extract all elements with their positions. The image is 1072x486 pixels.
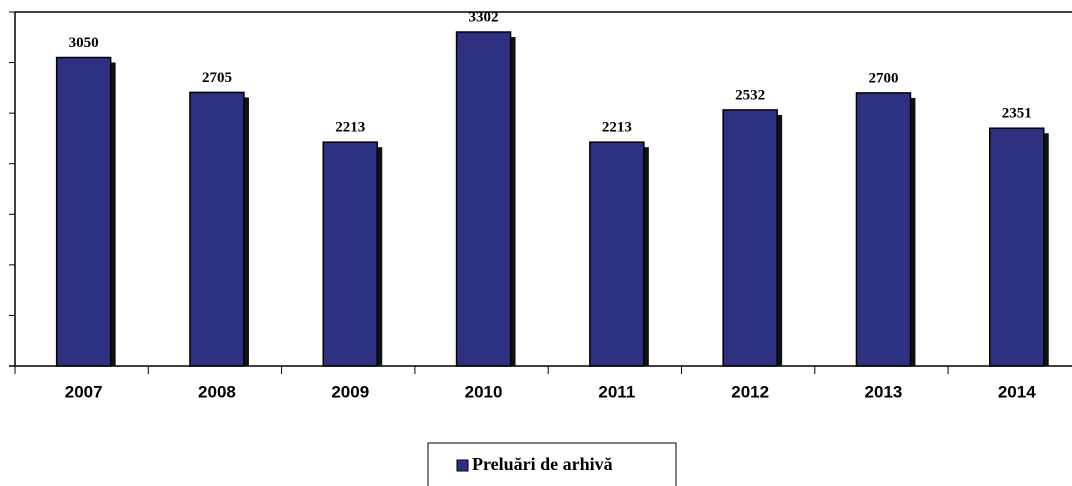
- bar: [322, 141, 378, 367]
- x-tick-label: 2014: [998, 382, 1036, 401]
- value-label: 2213: [602, 120, 632, 136]
- value-label: 2213: [335, 120, 365, 136]
- x-tick-label: 2013: [865, 382, 903, 401]
- legend-box: [427, 442, 677, 486]
- bar: [189, 91, 245, 367]
- bar: [855, 92, 912, 367]
- x-tick-label: 2011: [598, 382, 635, 401]
- x-tick-label: 2007: [65, 382, 103, 401]
- bar: [722, 109, 778, 367]
- value-label: 2351: [1002, 106, 1032, 122]
- bar: [455, 31, 512, 367]
- value-label: 2700: [868, 70, 898, 86]
- value-label: 2705: [202, 70, 232, 86]
- legend-label: Preluări de arhivă: [472, 454, 613, 474]
- value-label: 3050: [69, 35, 99, 51]
- bar: [989, 127, 1045, 367]
- x-tick-label: 2010: [465, 382, 503, 401]
- x-tick-label: 2012: [731, 382, 769, 401]
- bar: [589, 141, 645, 367]
- legend-swatch: [456, 459, 469, 472]
- bar: [55, 56, 112, 367]
- x-tick-label: 2008: [198, 382, 236, 401]
- value-label: 3302: [469, 9, 499, 25]
- value-label: 2532: [735, 87, 765, 103]
- x-tick-label: 2009: [331, 382, 369, 401]
